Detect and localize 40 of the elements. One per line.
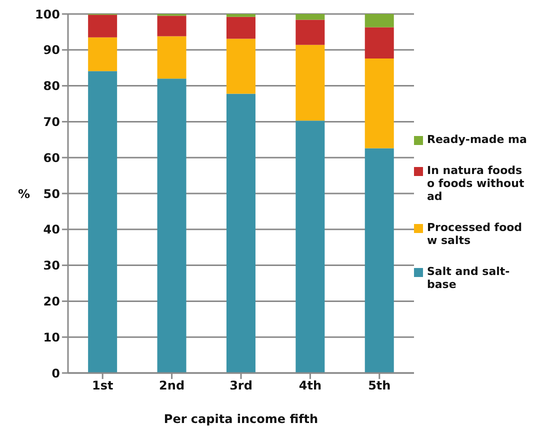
bar	[296, 20, 325, 45]
y-tick-label: 50	[43, 186, 60, 201]
bar	[226, 94, 256, 373]
x-tick-label: 4th	[298, 378, 322, 393]
y-tick-label: 0	[52, 366, 60, 380]
legend-label: Ready-made ma	[427, 132, 527, 146]
x-tick-label: 2nd	[159, 378, 185, 393]
bar	[364, 58, 394, 148]
y-tick-label: 30	[43, 258, 60, 273]
bar	[157, 36, 186, 79]
bar	[296, 14, 325, 20]
legend-label: In natura foods o foods without ad	[427, 164, 526, 202]
y-axis-title: %	[18, 186, 30, 201]
x-axis-title: Per capita income fifth	[164, 412, 318, 426]
bar	[88, 14, 118, 38]
y-tick-label: 90	[43, 43, 60, 58]
y-tick-label: 60	[43, 150, 60, 165]
bar	[296, 44, 325, 121]
legend-label: Salt and salt-base	[427, 264, 511, 290]
y-tick-label: 20	[43, 294, 60, 308]
y-tick-label: 100	[34, 7, 60, 22]
bar	[364, 27, 394, 59]
bar	[226, 16, 256, 39]
x-tick-label: 1st	[92, 378, 114, 393]
bar	[157, 16, 186, 36]
y-tick-label: 80	[43, 79, 60, 94]
y-tick-label: 40	[43, 222, 60, 237]
bar	[364, 148, 394, 373]
legend-label: Processed food w salts	[427, 220, 524, 246]
bar	[226, 14, 256, 17]
bar	[296, 120, 325, 373]
bar	[364, 14, 394, 28]
y-tick-label: 70	[43, 114, 60, 129]
bar	[88, 37, 118, 72]
x-tick-label: 5th	[368, 378, 391, 393]
y-tick-label: 10	[43, 330, 60, 344]
bar	[88, 71, 118, 373]
bar	[157, 78, 186, 373]
bar	[226, 38, 256, 94]
x-tick-label: 3rd	[230, 378, 252, 393]
